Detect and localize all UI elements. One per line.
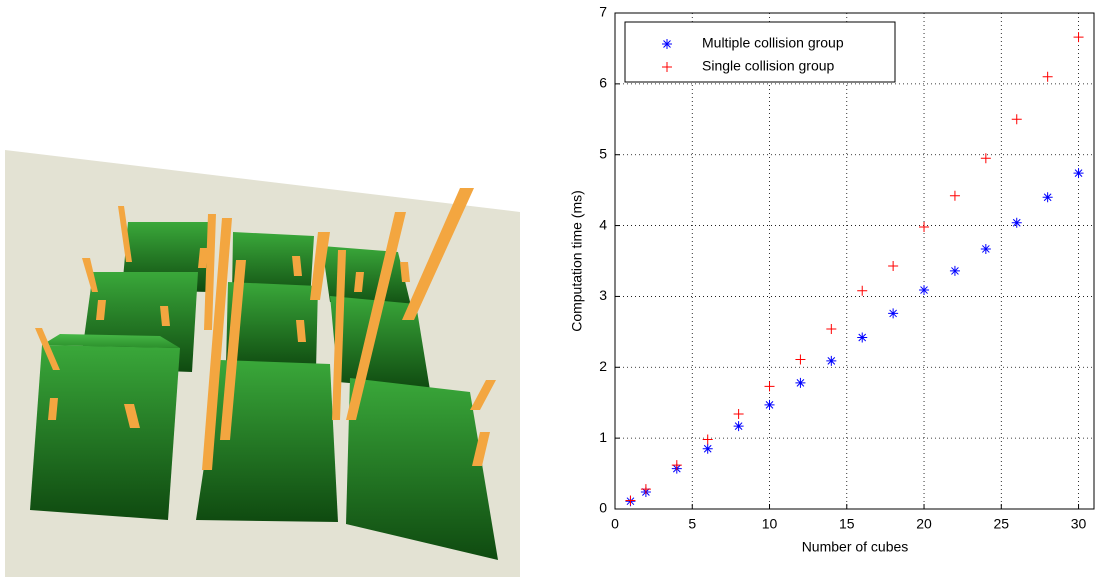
data-point	[826, 324, 837, 335]
data-point	[702, 434, 713, 445]
x-axis-label: Number of cubes	[802, 539, 909, 555]
data-point	[733, 421, 744, 432]
data-point	[980, 153, 991, 164]
legend-label: Multiple collision group	[702, 35, 844, 51]
y-axis-label: Computation time (ms)	[569, 190, 585, 332]
data-point	[625, 495, 636, 506]
data-point	[640, 484, 651, 495]
plot-frame	[614, 12, 1095, 510]
data-point	[1011, 114, 1022, 125]
legend-label: Single collision group	[702, 58, 835, 74]
data-point	[857, 285, 868, 296]
data-point	[1042, 71, 1053, 82]
data-point	[795, 354, 806, 365]
y-tick-label: 6	[599, 75, 607, 91]
x-tick-label: 25	[994, 516, 1010, 532]
data-point	[671, 460, 682, 471]
data-point	[1073, 168, 1084, 179]
y-tick-label: 0	[599, 500, 607, 516]
simulation-render	[5, 150, 520, 577]
data-point	[888, 260, 899, 271]
x-tick-label: 0	[611, 516, 619, 532]
legend-marker	[662, 39, 672, 49]
data-point	[764, 399, 775, 410]
data-point	[1042, 192, 1053, 203]
x-tick-label: 30	[1071, 516, 1087, 532]
x-tick-label: 5	[688, 516, 696, 532]
data-point	[857, 332, 868, 343]
data-point	[949, 265, 960, 276]
data-point	[702, 443, 713, 454]
data-point	[919, 285, 930, 296]
legend-box	[624, 21, 896, 83]
x-tick-label: 15	[839, 516, 855, 532]
legend: Multiple collision group Single collision…	[624, 21, 896, 83]
y-tick-label: 7	[599, 4, 607, 20]
data-point	[949, 190, 960, 201]
x-tick-label: 10	[762, 516, 778, 532]
data-point	[888, 308, 899, 319]
data-point	[826, 355, 837, 366]
y-tick-label: 2	[599, 358, 607, 374]
y-tick-label: 4	[599, 216, 607, 232]
y-tick-label: 5	[599, 145, 607, 161]
data-point	[980, 243, 991, 254]
y-tick-label: 3	[599, 287, 607, 303]
legend-marker	[662, 62, 672, 72]
data-point	[1011, 217, 1022, 228]
data-point	[795, 377, 806, 388]
data-point	[733, 409, 744, 420]
data-point	[1073, 32, 1084, 43]
data-point	[764, 381, 775, 392]
data-point	[919, 221, 930, 232]
y-tick-label: 1	[599, 429, 607, 445]
x-tick-label: 20	[916, 516, 932, 532]
chart: Number of cubes Computation time (ms) 0 5…	[569, 4, 1095, 555]
